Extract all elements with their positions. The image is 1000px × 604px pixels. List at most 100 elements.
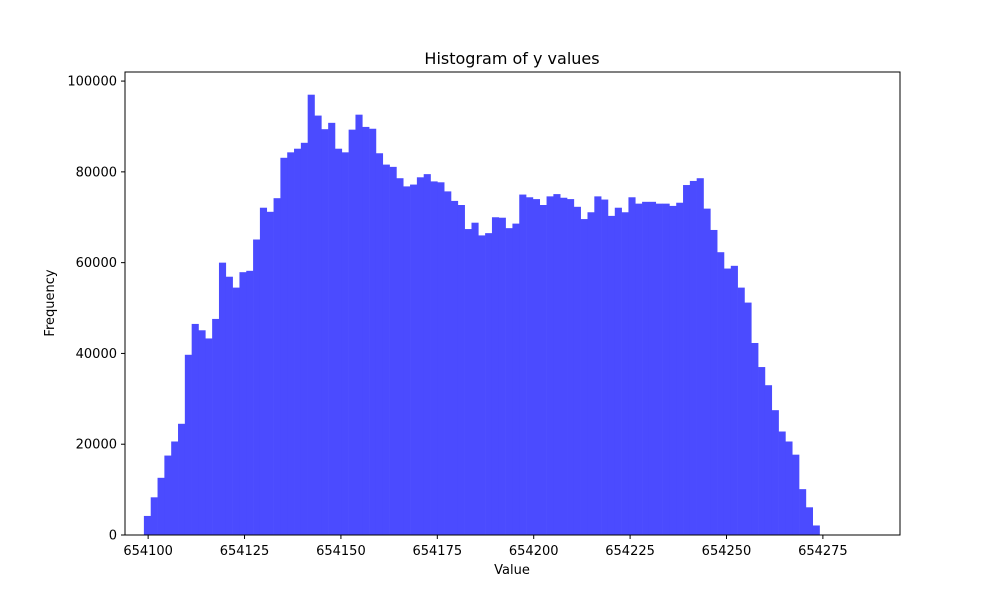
histogram-bar: [703, 208, 711, 535]
x-tick-label: 654225: [605, 544, 655, 559]
histogram-bar: [539, 205, 547, 535]
histogram-bar: [628, 197, 636, 535]
x-tick-label: 654275: [798, 544, 848, 559]
histogram-bar: [635, 203, 643, 535]
histogram-bar: [560, 197, 568, 536]
histogram-bar: [655, 203, 663, 535]
histogram-bar: [273, 198, 281, 535]
histogram-bar: [382, 164, 390, 535]
histogram-bar: [730, 265, 738, 535]
histogram-bar: [669, 205, 677, 535]
histogram-bar: [266, 211, 274, 535]
histogram-bar: [294, 148, 302, 535]
x-tick-label: 654250: [702, 544, 752, 559]
histogram-bar: [546, 196, 554, 535]
histogram-bar: [812, 525, 820, 535]
histogram-bar: [567, 199, 575, 535]
histogram-bar: [491, 217, 500, 535]
histogram-bar: [805, 507, 813, 535]
histogram-bar: [205, 338, 213, 535]
histogram-bar: [444, 191, 452, 535]
histogram-bar: [259, 207, 268, 535]
histogram-bar: [785, 441, 793, 535]
histogram-bar: [771, 410, 779, 535]
histogram-bar: [198, 330, 206, 535]
x-tick-label: 654200: [509, 544, 559, 559]
histogram-bar: [505, 228, 513, 535]
y-tick-label: 80000: [76, 165, 117, 180]
histogram-bar: [362, 126, 370, 536]
histogram-bar: [778, 431, 786, 535]
histogram-bar: [246, 270, 254, 535]
histogram-bar: [710, 229, 718, 535]
histogram-bar: [751, 342, 759, 535]
y-tick-label: 40000: [76, 347, 117, 362]
histogram-bar: [573, 206, 581, 535]
histogram-bar: [178, 423, 186, 535]
histogram-bar: [437, 182, 445, 536]
histogram-bar: [607, 215, 616, 535]
histogram-bar: [416, 177, 424, 535]
histogram-bar: [396, 178, 404, 535]
histogram-bar: [744, 302, 752, 535]
histogram-bar: [648, 201, 657, 535]
histogram-bar: [764, 385, 773, 535]
x-tick-label: 654125: [220, 544, 270, 559]
histogram-bar: [403, 186, 411, 535]
histogram-bar: [410, 184, 418, 535]
histogram-bar: [307, 94, 315, 535]
y-tick-label: 20000: [76, 438, 117, 453]
histogram-bar: [212, 318, 220, 535]
y-axis-label: Frequency: [43, 269, 58, 336]
histogram-bar: [799, 489, 807, 535]
histogram-bars: [143, 94, 820, 536]
histogram-bar: [696, 178, 704, 535]
histogram-bar: [758, 367, 766, 535]
histogram-bar: [553, 194, 561, 535]
histogram-bar: [423, 174, 431, 535]
histogram-bar: [683, 185, 691, 535]
histogram-bar: [792, 454, 800, 535]
x-axis-label: Value: [494, 563, 530, 578]
histogram-bar: [621, 212, 629, 535]
histogram-bar: [457, 205, 465, 535]
histogram-bar: [737, 287, 745, 535]
y-tick-label: 60000: [76, 256, 117, 271]
histogram-bar: [676, 202, 684, 536]
histogram-bar: [164, 455, 172, 535]
histogram-bar: [184, 354, 192, 535]
x-tick-label: 654100: [123, 544, 173, 559]
histogram-bar: [328, 122, 336, 535]
histogram-bar: [662, 203, 670, 535]
histogram-bar: [191, 323, 199, 535]
histogram-bar: [464, 229, 472, 535]
histogram-bar: [512, 223, 520, 536]
histogram-bar: [717, 252, 725, 535]
histogram-bar: [334, 148, 343, 535]
histogram-bar: [498, 217, 506, 535]
histogram-bar: [471, 222, 479, 535]
x-axis-ticks: 654100 654125 654150 654175 654200 654225 6542…: [123, 535, 848, 559]
y-tick-label: 0: [109, 529, 117, 544]
histogram-bar: [321, 129, 329, 535]
chart-title: Histogram of y values: [424, 49, 599, 68]
histogram-bar: [642, 201, 650, 535]
histogram-bar: [430, 181, 438, 535]
histogram-bar: [314, 115, 322, 535]
histogram-bar: [519, 194, 527, 535]
y-tick-label: 100000: [67, 75, 117, 90]
histogram-bar: [485, 233, 493, 535]
histogram-bar: [157, 477, 165, 535]
histogram-bar: [478, 235, 486, 535]
plot-frame: [124, 71, 901, 536]
histogram-bar: [171, 441, 179, 535]
histogram-bar: [375, 153, 384, 535]
histogram-bar: [300, 142, 308, 535]
x-tick-label: 654150: [316, 544, 366, 559]
histogram-bar: [594, 196, 602, 535]
histogram-bar: [287, 152, 295, 535]
y-axis-ticks: 0 20000 40000 60000 80000 100000: [67, 75, 125, 544]
histogram-bar: [143, 515, 152, 535]
